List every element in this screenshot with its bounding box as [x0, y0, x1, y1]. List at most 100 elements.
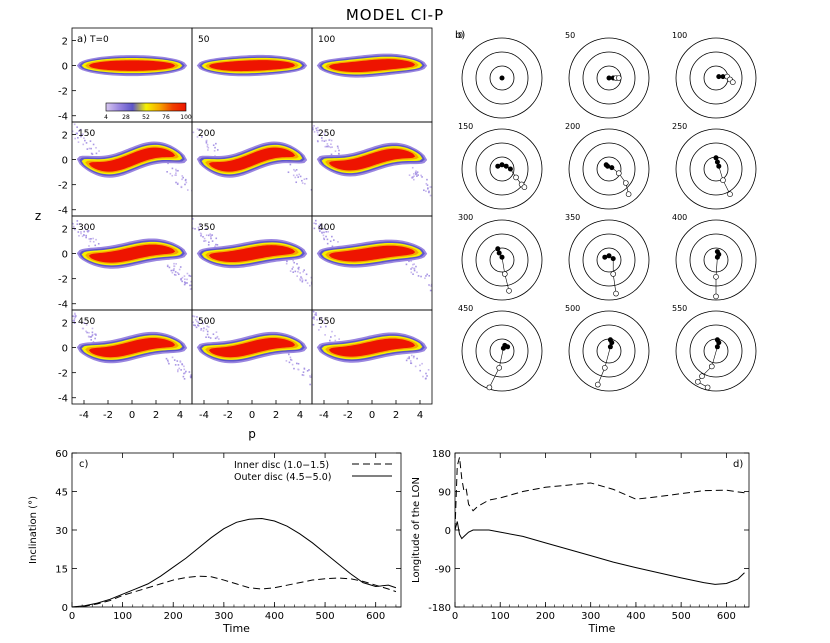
halo-particle — [186, 278, 188, 281]
halo-particle — [413, 269, 416, 272]
y-tick-label: 0 — [445, 526, 451, 537]
halo-particle — [216, 336, 218, 339]
colorbar-tick-label: 100 — [180, 114, 192, 121]
inner-ring-marker — [720, 74, 726, 80]
halo-particle — [409, 360, 412, 362]
halo-particle — [433, 377, 435, 379]
x-tick-label: -4 — [199, 410, 209, 421]
halo-particle — [412, 173, 415, 175]
halo-particle — [207, 336, 210, 338]
series-line-dashed — [454, 457, 745, 531]
halo-particle — [299, 272, 301, 274]
halo-particle — [301, 277, 303, 280]
halo-particle — [171, 167, 174, 170]
halo-particle — [304, 279, 307, 282]
halo-particle — [417, 174, 420, 176]
inner-ring-marker — [602, 254, 608, 260]
halo-particle — [313, 318, 316, 320]
halo-particle — [206, 325, 209, 328]
halo-particle — [183, 275, 186, 277]
halo-particle — [209, 337, 212, 339]
colorbar — [105, 102, 187, 112]
snapshot-time-label: 200 — [198, 129, 215, 139]
halo-particle — [305, 273, 308, 276]
halo-particle — [193, 293, 195, 295]
panel-c-label: c) — [79, 459, 88, 470]
halo-particle — [426, 375, 428, 377]
halo-particle — [191, 375, 192, 378]
halo-particle — [412, 273, 414, 275]
halo-particle — [309, 375, 311, 377]
halo-particle — [205, 141, 208, 144]
y-tick-label: 0 — [62, 603, 68, 614]
halo-particle — [410, 268, 412, 270]
halo-particle — [209, 233, 212, 235]
halo-particle — [293, 367, 295, 370]
halo-particle — [189, 288, 192, 290]
halo-particle — [328, 339, 331, 342]
disc-density-layer-4 — [328, 245, 416, 262]
halo-particle — [323, 231, 325, 234]
inner-ring-marker — [495, 163, 501, 169]
density-field — [316, 53, 428, 78]
halo-particle — [190, 374, 192, 376]
halo-particle — [325, 235, 327, 238]
halo-particle — [301, 374, 304, 376]
halo-particle — [288, 353, 290, 356]
halo-particle — [310, 276, 312, 279]
halo-particle — [434, 289, 436, 291]
halo-particle — [175, 263, 177, 265]
halo-particle — [293, 261, 295, 264]
halo-particle — [297, 362, 300, 365]
halo-particle — [306, 282, 309, 284]
halo-particle — [309, 376, 312, 378]
halo-particle — [72, 315, 74, 317]
snapshot-cell-350: 350 — [191, 215, 313, 311]
halo-particle — [318, 228, 321, 231]
halo-particle — [185, 181, 188, 184]
halo-particle — [410, 354, 413, 357]
halo-particle — [184, 183, 186, 186]
snapshot-time-label: 500 — [198, 317, 215, 327]
snapshot-cell-150: 150 2 0 -2 -4 — [58, 121, 193, 217]
halo-particle — [429, 186, 432, 188]
halo-particle — [215, 142, 217, 145]
halo-particle — [202, 235, 204, 238]
halo-particle — [72, 315, 75, 318]
x-tick-label: 0 — [129, 410, 135, 421]
legend-entry-label: Inner disc (1.0−1.5) — [234, 460, 329, 471]
halo-particle — [197, 226, 200, 229]
x-tick-label: 200 — [536, 611, 555, 622]
outer-ring-marker — [622, 180, 629, 186]
halo-particle — [216, 149, 219, 151]
halo-particle — [312, 323, 315, 326]
halo-particle — [432, 192, 434, 194]
halo-particle — [192, 131, 195, 134]
panel-a-label: a) — [77, 34, 87, 45]
halo-particle — [313, 131, 316, 133]
x-tick-label: 600 — [366, 611, 385, 622]
halo-particle — [84, 227, 86, 229]
halo-particle — [289, 270, 292, 272]
halo-particle — [214, 337, 217, 340]
halo-particle — [415, 173, 417, 175]
y-tick-label: 0 — [62, 62, 68, 73]
halo-particle — [417, 275, 420, 277]
halo-particle — [166, 359, 169, 362]
halo-particle — [76, 132, 78, 135]
halo-particle — [196, 136, 199, 138]
halo-particle — [98, 150, 100, 152]
halo-particle — [410, 362, 413, 365]
outer-ring-marker — [521, 184, 528, 190]
radius-ring — [461, 37, 543, 119]
density-field — [192, 128, 312, 191]
radius-ring — [582, 51, 636, 105]
radius-ring — [703, 247, 729, 273]
outer-ring-marker — [713, 273, 719, 280]
halo-particle — [74, 313, 76, 316]
halo-particle — [312, 127, 314, 129]
x-tick-label: -2 — [343, 410, 353, 421]
orientation-cell-250: 250 — [672, 122, 757, 210]
halo-particle — [205, 336, 207, 339]
halo-particle — [205, 139, 208, 142]
